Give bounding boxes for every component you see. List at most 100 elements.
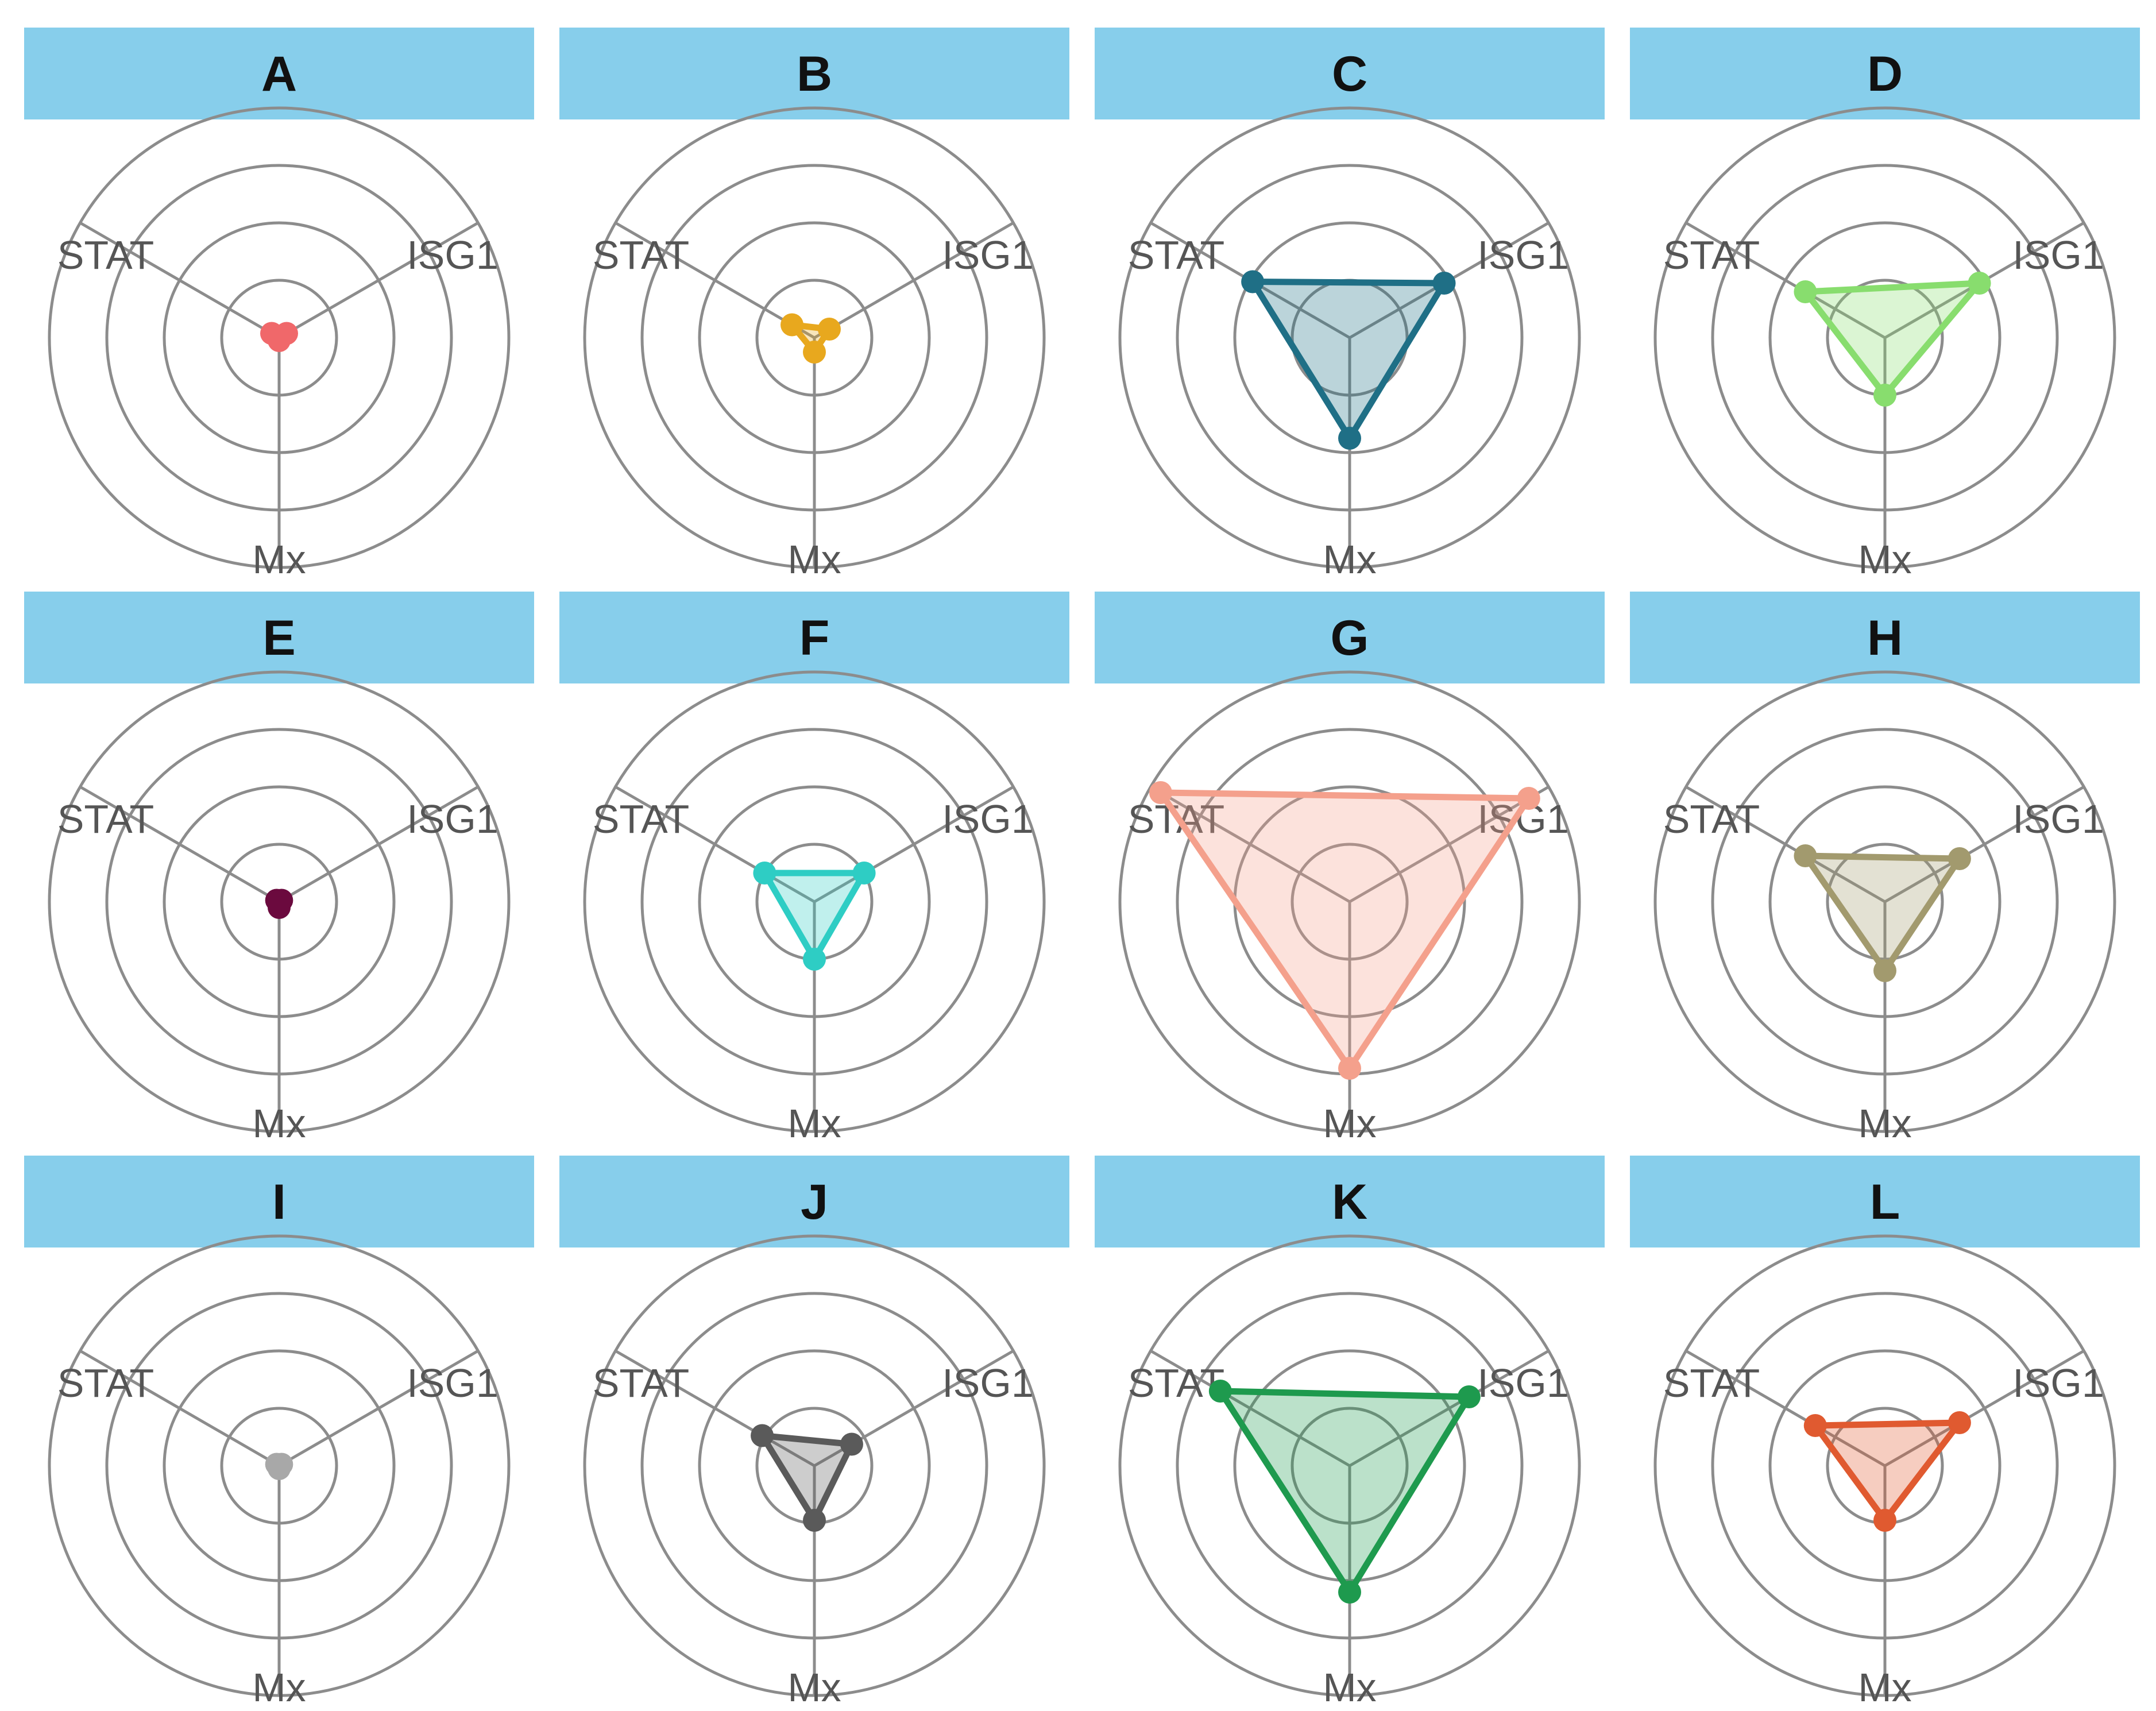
panel-title: B [797, 47, 832, 102]
axis-spoke [615, 221, 816, 339]
axis-label-isg1: ISG1 [1477, 233, 1569, 277]
panel-header-bar [24, 28, 534, 119]
series-polygon [1217, 1388, 1473, 1596]
panel-title: L [1870, 1175, 1900, 1230]
axis-spoke [1685, 221, 1886, 339]
axis-label-isg1: ISG1 [942, 797, 1034, 841]
panel-title: D [1867, 47, 1903, 102]
panel-j: J STAT ISG1 Mx [559, 1156, 1069, 1710]
panel-title: F [799, 611, 830, 666]
axis-spoke [1884, 785, 2085, 903]
panel-header-bar [24, 592, 534, 683]
panel-title: J [801, 1175, 828, 1230]
axis-label-isg1: ISG1 [407, 233, 499, 277]
axis-label-mx: Mx [1858, 537, 1911, 582]
data-point-stat [753, 862, 776, 885]
axis-spoke [813, 785, 1014, 903]
series-polygon [759, 1432, 855, 1524]
axis-spoke [79, 221, 280, 339]
data-point-mx [803, 341, 826, 364]
axis-spoke [1150, 1349, 1351, 1467]
data-point-stat [1149, 781, 1172, 804]
panel-a: A STAT ISG1 Mx [24, 28, 534, 582]
axis-spoke [1685, 1349, 1886, 1467]
data-point-isg1 [1968, 272, 1991, 295]
panel-title: E [262, 611, 295, 666]
axis-label-mx: Mx [252, 1101, 306, 1146]
axis-spoke [79, 1349, 280, 1467]
axis-spoke [813, 221, 1014, 339]
data-point-stat [1208, 1380, 1232, 1403]
panel-h: H STAT ISG1 Mx [1630, 592, 2140, 1146]
axis-label-stat: STAT [1128, 1361, 1225, 1405]
axis-label-stat: STAT [593, 797, 690, 841]
axis-label-mx: Mx [1323, 1665, 1376, 1710]
data-point-mx [268, 329, 291, 352]
data-point-mx [803, 1509, 826, 1532]
axis-label-mx: Mx [252, 537, 306, 582]
axis-spoke [278, 221, 479, 339]
data-point-mx [1338, 1057, 1361, 1080]
axis-label-stat: STAT [1663, 797, 1760, 841]
panel-e: E STAT ISG1 Mx [24, 592, 534, 1146]
panel-header-bar [559, 592, 1069, 683]
panel-header-bar [1630, 28, 2140, 119]
axis-label-stat: STAT [1663, 233, 1760, 277]
panel-d: D STAT ISG1 Mx [1630, 28, 2140, 582]
axis-spoke [1884, 1349, 2085, 1467]
axis-label-isg1: ISG1 [407, 1361, 499, 1405]
panel-header-bar [1095, 28, 1605, 119]
axis-label-isg1: ISG1 [1477, 1361, 1569, 1405]
data-point-stat [1794, 280, 1817, 303]
data-point-stat [751, 1424, 774, 1447]
data-point-isg1 [1432, 272, 1456, 295]
axis-spoke [1150, 785, 1351, 903]
axis-spoke [1349, 1349, 1550, 1467]
series-polygon [761, 870, 868, 963]
series-polygon [1157, 789, 1532, 1072]
data-point-stat [1241, 270, 1265, 293]
series-polygon [1249, 279, 1447, 442]
axis-label-isg1: ISG1 [2012, 797, 2104, 841]
axis-label-stat: STAT [593, 1361, 690, 1405]
series-polygon [1802, 280, 1983, 399]
axis-label-isg1: ISG1 [407, 797, 499, 841]
panel-title: G [1331, 611, 1369, 666]
axis-spoke [615, 785, 816, 903]
data-point-mx [1338, 427, 1361, 450]
axis-label-mx: Mx [787, 537, 841, 582]
axis-label-mx: Mx [252, 1665, 306, 1710]
axis-label-stat: STAT [593, 233, 690, 277]
data-point-mx [1873, 959, 1896, 982]
axis-label-mx: Mx [1323, 537, 1376, 582]
data-point-isg1 [1948, 847, 1971, 870]
panel-header-bar [559, 1156, 1069, 1247]
data-point-mx [268, 896, 291, 919]
axis-label-isg1: ISG1 [942, 233, 1034, 277]
panel-title: I [272, 1175, 286, 1230]
data-point-isg1 [1457, 1385, 1481, 1408]
panel-l: L STAT ISG1 Mx [1630, 1156, 2140, 1710]
data-point-isg1 [840, 1432, 863, 1456]
axis-spoke [278, 785, 479, 903]
data-point-stat [781, 313, 804, 337]
axis-label-isg1: ISG1 [2012, 1361, 2104, 1405]
panel-c: C STAT ISG1 Mx [1095, 28, 1605, 582]
data-point-mx [1873, 1509, 1896, 1532]
data-point-isg1 [1517, 787, 1540, 810]
axis-label-mx: Mx [787, 1101, 841, 1146]
panel-i: I STAT ISG1 Mx [24, 1156, 534, 1710]
panel-header-bar [24, 1156, 534, 1247]
axis-spoke [1349, 785, 1550, 903]
data-point-isg1 [852, 862, 876, 885]
data-point-isg1 [1948, 1411, 1971, 1434]
axis-label-stat: STAT [1663, 1361, 1760, 1405]
axis-spoke [278, 1349, 479, 1467]
panel-title: C [1332, 47, 1367, 102]
panel-title: K [1332, 1175, 1367, 1230]
axis-label-isg1: ISG1 [2012, 233, 2104, 277]
axis-label-stat: STAT [57, 1361, 154, 1405]
panel-header-bar [559, 28, 1069, 119]
axis-spoke [79, 785, 280, 903]
